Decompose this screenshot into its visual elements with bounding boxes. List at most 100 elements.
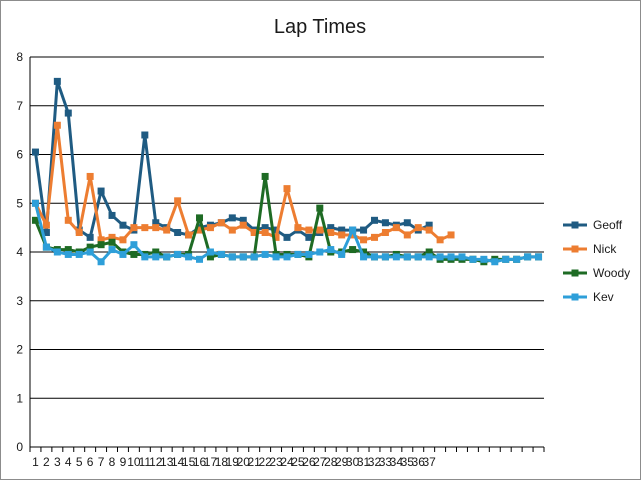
data-point-geoff	[305, 233, 313, 241]
data-point-kev	[206, 248, 214, 256]
chart-title: Lap Times	[274, 16, 366, 38]
data-point-kev	[370, 253, 378, 261]
data-point-kev	[316, 248, 324, 256]
data-point-woody	[97, 241, 105, 249]
y-tick-label: 3	[16, 294, 23, 308]
data-point-geoff	[239, 216, 247, 224]
data-point-nick	[64, 216, 72, 224]
data-point-woody	[206, 253, 214, 261]
legend-label: Nick	[593, 242, 617, 256]
data-point-geoff	[360, 226, 368, 234]
data-point-kev	[524, 253, 532, 261]
data-point-nick	[86, 172, 94, 180]
data-point-kev	[163, 253, 171, 261]
data-point-nick	[283, 185, 291, 193]
data-point-kev	[130, 241, 138, 249]
data-point-geoff	[141, 131, 149, 139]
data-point-nick	[403, 231, 411, 239]
data-point-woody	[152, 248, 160, 256]
data-point-nick	[392, 224, 400, 232]
x-tick-label: 25	[291, 455, 305, 469]
x-tick-label: 3	[54, 455, 61, 469]
data-point-kev	[272, 253, 280, 261]
data-point-kev	[469, 255, 477, 263]
x-tick-label: 10	[127, 455, 141, 469]
data-point-kev	[502, 255, 510, 263]
x-axis: 1 2 3 4 5 6 7 8 9 1011121314151617181920212223242…	[29, 447, 545, 469]
data-point-woody	[425, 248, 433, 256]
data-point-nick	[305, 226, 313, 234]
x-tick-label: 30	[346, 455, 360, 469]
y-axis: 0 1 2 3 4 5 6 7 8	[16, 50, 31, 454]
data-point-kev	[305, 250, 313, 258]
data-point-geoff	[261, 224, 269, 232]
x-tick-label: 20	[237, 455, 251, 469]
x-tick-label: 4	[65, 455, 72, 469]
data-point-geoff	[31, 148, 39, 156]
y-tick-label: 2	[16, 343, 23, 357]
data-point-geoff	[108, 211, 116, 219]
data-point-nick	[414, 224, 422, 232]
legend-item-woody: Woody	[563, 266, 630, 280]
data-point-kev	[327, 246, 335, 254]
data-point-kev	[97, 258, 105, 266]
data-point-kev	[338, 250, 346, 258]
x-tick-label: 1	[32, 455, 39, 469]
data-point-woody	[360, 248, 368, 256]
x-tick-label: 31	[357, 455, 371, 469]
legend-item-nick: Nick	[563, 242, 617, 256]
data-point-nick	[381, 229, 389, 236]
data-point-kev	[535, 253, 543, 261]
x-tick-label: 6	[87, 455, 94, 469]
data-point-kev	[185, 253, 193, 261]
data-point-woody	[64, 246, 72, 254]
data-point-kev	[360, 253, 368, 261]
data-point-nick	[250, 229, 258, 236]
x-tick-label: 16	[193, 455, 207, 469]
data-point-geoff	[119, 221, 127, 229]
data-point-woody	[130, 250, 138, 258]
series-kev	[31, 199, 543, 266]
data-point-nick	[294, 224, 302, 232]
data-point-woody	[316, 204, 324, 212]
data-point-geoff	[86, 233, 94, 241]
data-point-nick	[130, 224, 138, 232]
data-point-kev	[239, 253, 247, 261]
data-point-kev	[392, 253, 400, 261]
data-point-nick	[436, 236, 444, 244]
data-point-nick	[239, 221, 247, 229]
data-point-nick	[338, 231, 346, 239]
data-point-geoff	[53, 77, 61, 85]
legend-label: Woody	[593, 266, 630, 280]
data-point-geoff	[97, 187, 105, 195]
data-point-kev	[513, 255, 521, 263]
x-tick-label: 2	[43, 455, 50, 469]
data-point-kev	[403, 253, 411, 261]
x-tick-label: 21	[248, 455, 262, 469]
data-point-kev	[31, 199, 39, 207]
data-point-geoff	[228, 214, 236, 222]
data-point-kev	[349, 226, 357, 234]
data-point-nick	[185, 231, 193, 239]
data-point-nick	[228, 226, 236, 234]
data-point-nick	[370, 233, 378, 241]
data-point-nick	[196, 226, 204, 234]
y-tick-label: 1	[16, 391, 23, 405]
data-point-kev	[217, 250, 225, 258]
data-point-nick	[97, 236, 105, 244]
x-tick-label: 19	[226, 455, 240, 469]
series-line-geoff	[33, 79, 430, 239]
data-point-kev	[228, 253, 236, 261]
x-tick-label: 27	[313, 455, 327, 469]
data-point-nick	[75, 229, 83, 236]
data-point-nick	[447, 231, 455, 239]
x-tick-label: 9	[120, 455, 127, 469]
data-point-kev	[491, 258, 499, 266]
data-point-nick	[42, 221, 50, 229]
data-point-woody	[86, 243, 94, 251]
legend: Geoff Nick Woody Kev	[563, 218, 630, 304]
x-tick-label: 7	[98, 455, 105, 469]
x-tick-label: 22	[258, 455, 272, 469]
data-point-nick	[217, 219, 225, 227]
